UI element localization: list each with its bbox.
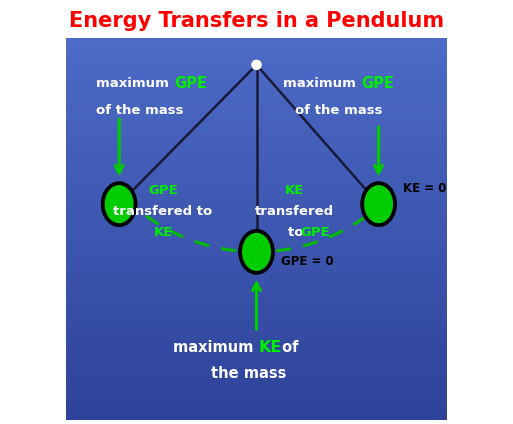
- Text: maximum: maximum: [172, 340, 258, 355]
- Text: of the mass: of the mass: [96, 104, 184, 117]
- Ellipse shape: [101, 181, 137, 227]
- Text: of the mass: of the mass: [294, 104, 382, 117]
- Text: maximum: maximum: [96, 78, 174, 90]
- Text: KE: KE: [285, 184, 304, 197]
- Text: Energy Transfers in a Pendulum: Energy Transfers in a Pendulum: [69, 11, 444, 31]
- Text: KE: KE: [259, 340, 282, 355]
- Text: GPE: GPE: [362, 76, 394, 92]
- Text: GPE = 0: GPE = 0: [281, 255, 333, 268]
- Text: to: to: [288, 226, 308, 239]
- Ellipse shape: [242, 233, 271, 271]
- Circle shape: [252, 60, 261, 70]
- Text: the mass: the mass: [211, 366, 286, 382]
- Text: GPE: GPE: [301, 226, 330, 239]
- Ellipse shape: [360, 181, 397, 227]
- Text: KE = 0: KE = 0: [403, 182, 446, 195]
- Text: of: of: [278, 340, 299, 355]
- Text: transfered to: transfered to: [113, 205, 212, 218]
- Text: KE: KE: [153, 226, 173, 239]
- Ellipse shape: [238, 229, 275, 275]
- Text: GPE: GPE: [148, 184, 178, 197]
- Text: GPE: GPE: [174, 76, 207, 92]
- Ellipse shape: [105, 185, 133, 223]
- Text: transfered: transfered: [255, 205, 334, 218]
- Ellipse shape: [364, 185, 393, 223]
- Text: maximum: maximum: [283, 78, 361, 90]
